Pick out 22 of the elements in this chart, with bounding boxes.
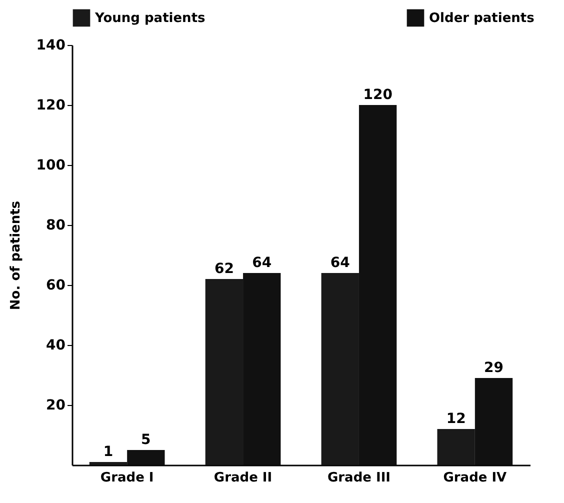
- x-tick-label: Grade III: [327, 470, 390, 486]
- y-axis-title: No. of patients: [8, 200, 24, 310]
- data-label: 12: [446, 411, 466, 427]
- data-label: 29: [484, 360, 504, 376]
- data-label: 120: [363, 87, 393, 103]
- y-tick-label: 140: [36, 38, 66, 54]
- data-label: 5: [141, 432, 151, 448]
- legend-label: Older patients: [429, 10, 535, 26]
- y-tick-label: 20: [46, 398, 66, 414]
- y-tick-label: 100: [36, 158, 66, 174]
- data-label: 64: [252, 255, 272, 271]
- legend-label: Young patients: [94, 10, 206, 26]
- x-tick-label: Grade I: [100, 470, 154, 486]
- data-label: 1: [103, 444, 114, 460]
- y-tick-label: 60: [46, 278, 66, 294]
- y-tick-label: 40: [46, 338, 66, 354]
- data-label: 64: [330, 255, 350, 271]
- data-label: 62: [214, 261, 234, 277]
- x-tick-label: Grade IV: [443, 470, 507, 486]
- x-tick-label: Grade II: [214, 470, 272, 486]
- y-tick-label: 120: [36, 98, 66, 114]
- y-tick-label: 80: [46, 218, 66, 234]
